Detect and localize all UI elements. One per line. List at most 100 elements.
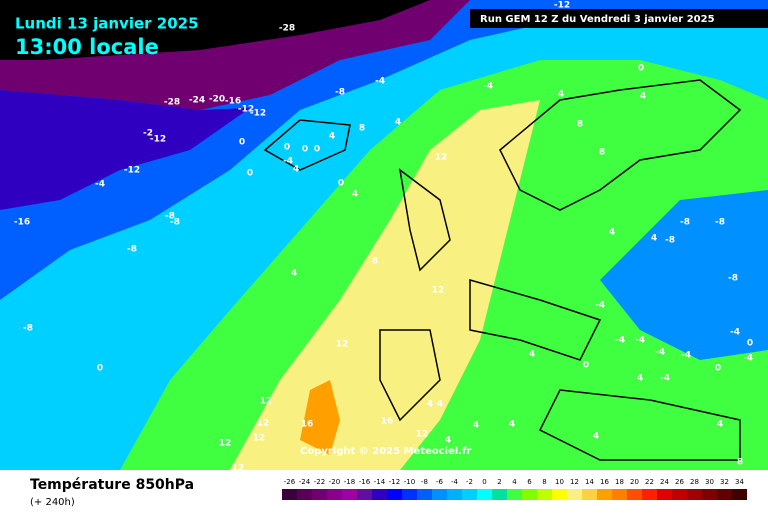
lead-time: (+ 240h) xyxy=(30,497,75,508)
contour-label: -4 xyxy=(743,354,753,364)
legend-swatch xyxy=(312,489,327,500)
contour-label: 0 xyxy=(247,169,253,179)
contour-label: 16 xyxy=(301,420,314,430)
legend-swatch xyxy=(462,489,477,500)
contour-label: 4 xyxy=(329,132,335,142)
legend-label: -24 xyxy=(299,478,311,486)
legend-swatch xyxy=(432,489,447,500)
legend-label: 34 xyxy=(735,478,744,486)
legend-label: 16 xyxy=(600,478,609,486)
legend-label: -4 xyxy=(451,478,459,486)
contour-label: 4 xyxy=(437,400,443,410)
run-box xyxy=(470,9,768,28)
local-time: 13:00 locale xyxy=(15,35,159,59)
contour-label: 0 xyxy=(747,339,753,349)
legend-swatch xyxy=(642,489,657,500)
contour-label: 4 xyxy=(640,92,646,102)
contour-label: -8 xyxy=(728,274,738,284)
run-info: Run GEM 12 Z du Vendredi 3 janvier 2025 xyxy=(480,14,715,25)
contour-label: 0 xyxy=(302,145,308,155)
contour-label: 4 xyxy=(558,90,564,100)
legend-swatch xyxy=(612,489,627,500)
contour-label: 4 xyxy=(445,436,451,446)
legend-label: 6 xyxy=(527,478,532,486)
legend-label: -10 xyxy=(404,478,415,486)
contour-label: 16 xyxy=(381,417,394,427)
legend-label: 28 xyxy=(690,478,699,486)
legend-swatch xyxy=(732,489,747,500)
contour-label: 0 xyxy=(314,145,320,155)
contour-label: -8 xyxy=(170,218,180,228)
contour-label: -12 xyxy=(150,135,166,145)
footer-title: Température 850hPa xyxy=(30,477,194,493)
contour-label: -4 xyxy=(660,374,670,384)
legend-label: 12 xyxy=(570,478,579,486)
contour-label: 4 xyxy=(509,420,515,430)
contour-label: 0 xyxy=(97,364,103,374)
legend-label: -12 xyxy=(389,478,400,486)
contour-label: 0 xyxy=(239,138,245,148)
contour-label: 4 xyxy=(717,420,723,430)
contour-label: 4 xyxy=(473,421,479,431)
contour-label: 12 xyxy=(416,430,429,440)
legend-swatch xyxy=(372,489,387,500)
contour-label: -16 xyxy=(14,218,30,228)
contour-label: 4 xyxy=(529,350,535,360)
contour-label: -4 xyxy=(95,180,105,190)
legend-swatch xyxy=(522,489,537,500)
legend-swatch xyxy=(447,489,462,500)
legend-label: 30 xyxy=(705,478,714,486)
no-data xyxy=(0,0,430,60)
legend-label: -20 xyxy=(329,478,340,486)
legend-swatch xyxy=(567,489,582,500)
cool-east xyxy=(600,190,768,360)
contour-label: -4 xyxy=(283,157,293,167)
legend-swatch xyxy=(582,489,597,500)
contour-label: -4 xyxy=(635,336,645,346)
legend-swatch xyxy=(672,489,687,500)
coastline xyxy=(263,79,742,461)
contour-label: 12 xyxy=(336,340,349,350)
contour-label: 4 xyxy=(651,234,657,244)
legend-label: 24 xyxy=(660,478,669,486)
legend-label: -8 xyxy=(421,478,428,486)
legend-label: 14 xyxy=(585,478,594,486)
legend-label: 8 xyxy=(542,478,546,486)
contour-label: 8 xyxy=(372,257,378,267)
copyright: Copyright © 2025 Meteociel.fr xyxy=(300,446,471,457)
cold-region xyxy=(0,90,250,210)
contour-label: 4 xyxy=(352,190,358,200)
contour-label: 4 xyxy=(395,118,401,128)
contour-label: 8 xyxy=(359,124,365,134)
contour-label: -4 xyxy=(615,336,625,346)
legend-swatch xyxy=(402,489,417,500)
contour-label: 12 xyxy=(435,153,448,163)
contour-label: 8 xyxy=(577,120,583,130)
contour-label: -12 xyxy=(238,105,254,115)
legend-swatch xyxy=(387,489,402,500)
legend-swatch xyxy=(282,489,297,500)
forecast-date: Lundi 13 janvier 2025 xyxy=(15,15,199,33)
contour-label: 12 xyxy=(257,419,270,429)
contour-label: -8 xyxy=(165,212,175,222)
contour-label: -8 xyxy=(127,245,137,255)
warm-region xyxy=(230,100,540,470)
contour-label: 4 xyxy=(293,165,299,175)
contour-label: -28 xyxy=(164,98,180,108)
contour-label: -12 xyxy=(554,1,570,11)
legend-label: -6 xyxy=(436,478,444,486)
contour-label: 4 xyxy=(427,400,433,410)
contour-label: -8 xyxy=(23,324,33,334)
contour-label: -20 xyxy=(209,95,225,105)
legend-label: 20 xyxy=(630,478,639,486)
legend-swatch xyxy=(657,489,672,500)
legend-label: 26 xyxy=(675,478,684,486)
legend-label: 32 xyxy=(720,478,729,486)
contour-label: 4 xyxy=(593,432,599,442)
legend-swatch xyxy=(357,489,372,500)
legend-label: 0 xyxy=(482,478,486,486)
legend-label: -26 xyxy=(284,478,296,486)
contour-label: -4 xyxy=(655,348,665,358)
contour-label: 12 xyxy=(219,439,232,449)
